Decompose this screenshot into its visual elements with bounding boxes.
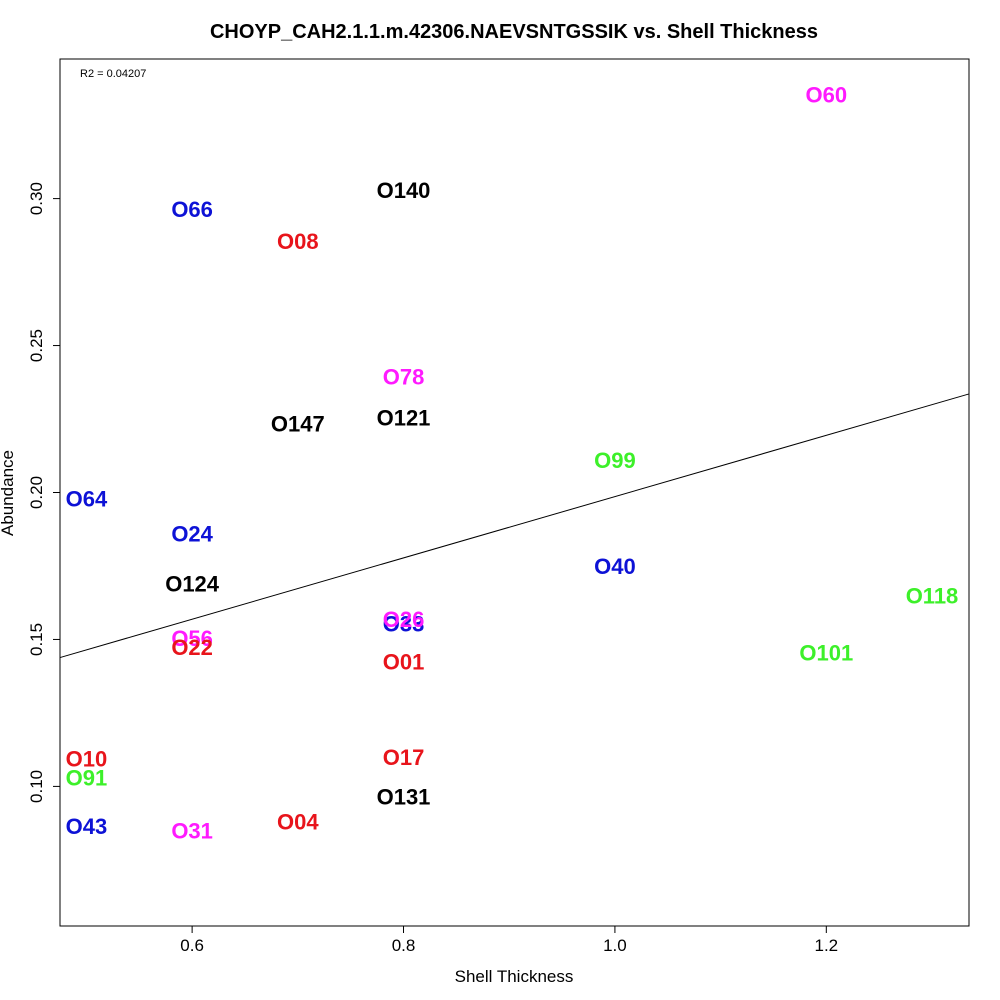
x-tick-label: 0.8 [392,936,416,955]
x-tick-label: 1.0 [603,936,627,955]
data-point-o131: O131 [377,785,431,810]
y-tick-label: 0.20 [27,476,46,509]
y-tick-label: 0.30 [27,182,46,215]
data-point-o99: O99 [594,448,636,473]
data-point-o17: O17 [383,745,425,770]
plot-layer: 0.6 0.8 1.0 1.2 0.10 0.15 0.20 0.25 0.30 O60 O140 O… [27,58,970,955]
data-point-o22: O22 [171,635,213,660]
y-axis-title: Abundance [0,450,17,536]
data-point-o147: O147 [271,411,325,436]
y-tick-label: 0.25 [27,329,46,362]
data-point-o40: O40 [594,554,636,579]
data-point-o64: O64 [66,486,108,511]
data-point-o78: O78 [383,364,425,389]
data-point-o04: O04 [277,810,319,835]
data-point-o118: O118 [906,583,959,608]
data-point-o10: O10 [66,746,108,771]
data-point-o66: O66 [171,197,213,222]
chart-title: CHOYP_CAH2.1.1.m.42306.NAEVSNTGSSIK vs. … [210,21,818,43]
data-point-o140: O140 [377,178,431,203]
data-point-o121: O121 [377,406,431,431]
data-point-o60: O60 [806,82,848,107]
data-point-o24: O24 [171,522,213,547]
data-point-o91: O91 [66,766,108,791]
data-point-o124: O124 [165,572,220,597]
data-point-o01: O01 [383,649,425,674]
x-tick-label: 0.6 [180,936,204,955]
data-point-o101: O101 [799,641,853,666]
plot-frame [59,58,970,927]
y-tick-label: 0.10 [27,770,46,803]
x-tick-label: 1.2 [814,936,838,955]
data-point-o33: O33 [383,611,425,636]
data-point-o43: O43 [66,814,108,839]
y-tick-label: 0.15 [27,623,46,656]
regression-line [59,393,970,659]
r2-annotation: R2 = 0.04207 [80,68,146,80]
data-point-o31: O31 [171,818,213,843]
data-point-o56: O56 [171,626,213,651]
x-axis-title: Shell Thickness [455,967,574,986]
data-point-o08: O08 [277,229,319,254]
data-point-o26: O26 [383,607,425,632]
